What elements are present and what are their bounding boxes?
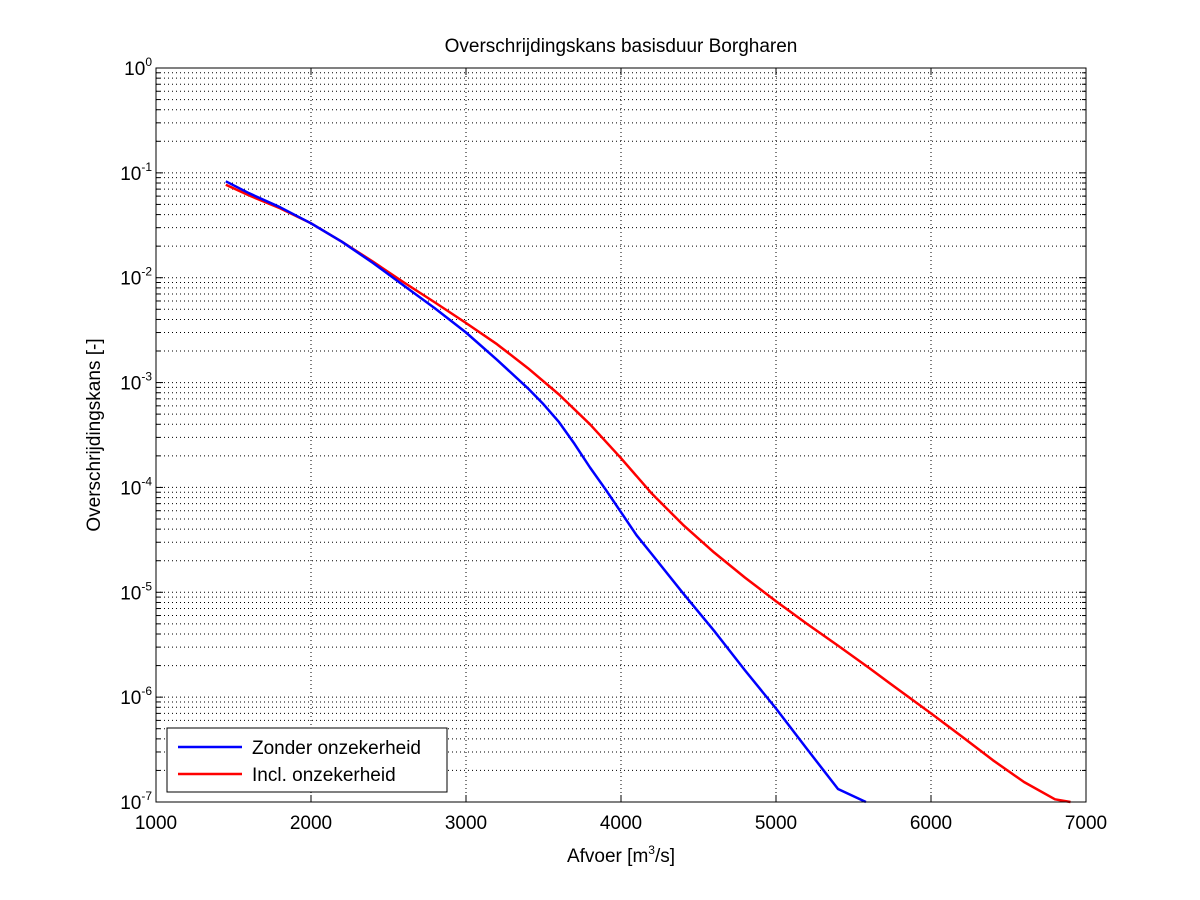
line-zonder-onzekerheid [225, 180, 867, 804]
data-series [225, 180, 1071, 804]
y-tick-label: 10-5 [120, 579, 152, 604]
x-tick-label: 6000 [910, 813, 952, 834]
legend-label-zonder-onzekerheid: Zonder onzekerheid [252, 738, 421, 759]
plot-area [156, 68, 1086, 802]
legend-label-incl-onzekerheid: Incl. onzekerheid [252, 765, 396, 786]
x-axis-label: Afvoer [m3/s] [567, 843, 675, 867]
x-tick-label: 1000 [135, 813, 177, 834]
y-tick-label: 10-2 [120, 265, 152, 290]
y-tick-label: 10-6 [120, 684, 152, 709]
y-tick-label: 10-7 [120, 789, 152, 814]
x-tick-label: 5000 [755, 813, 797, 834]
legend: Zonder onzekerheid Incl. onzekerheid [166, 727, 448, 793]
x-axis-label-text: Afvoer [m [567, 846, 648, 867]
y-tick-label: 10-1 [120, 160, 152, 185]
x-tick-label: 2000 [290, 813, 332, 834]
axis-ticks: 1000 2000 3000 4000 5000 6000 7000 100 10-1 10-2 1… [120, 55, 1107, 834]
legend-box [166, 727, 448, 793]
x-axis-label-unit: /s] [655, 846, 675, 867]
x-axis-label-superscript: 3 [648, 843, 655, 857]
y-tick-label: 10-4 [120, 474, 152, 499]
x-tick-label: 3000 [445, 813, 487, 834]
y-axis-label: Overschrijdingskans [-] [84, 338, 105, 531]
x-tick-label: 7000 [1065, 813, 1107, 834]
x-tick-label: 4000 [600, 813, 642, 834]
y-tick-label: 10-3 [120, 370, 152, 395]
y-tick-label: 100 [124, 55, 152, 80]
chart-title: Overschrijdingskans basisduur Borgharen [445, 36, 798, 57]
